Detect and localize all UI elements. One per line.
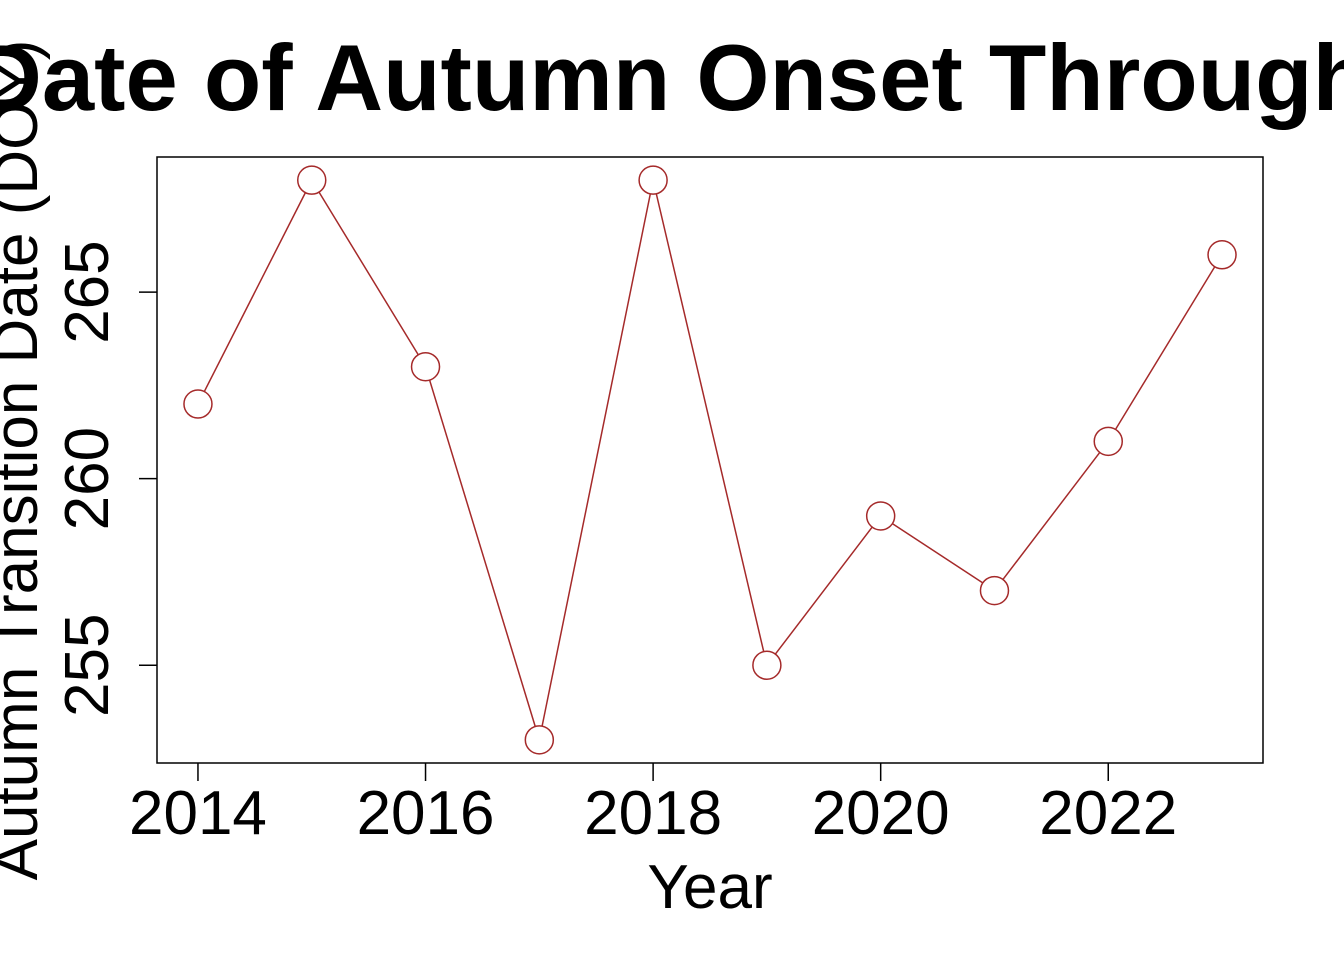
chart-title: Date of Autumn Onset Through [0, 25, 1344, 130]
series-line-segment [774, 526, 873, 655]
series-line-segment [1114, 266, 1216, 430]
series-line-segment [318, 191, 419, 356]
x-axis-label: Year [647, 853, 772, 922]
data-point [979, 575, 1010, 606]
data-point [1093, 426, 1124, 457]
data-point [410, 351, 441, 382]
data-point [1207, 240, 1237, 270]
data-point [752, 650, 782, 680]
data-point [638, 165, 668, 195]
plot-frame [156, 156, 1264, 764]
y-tick-label: 260 [53, 427, 122, 530]
plot-layer [183, 165, 1237, 755]
series-line-segment [655, 193, 765, 652]
data-point [296, 165, 327, 195]
axes-layer: 2014 2016 2018 2020 2022 255 260 265 [53, 156, 1264, 848]
x-tick-label: 2016 [357, 779, 495, 848]
x-tick-label: 2020 [812, 779, 950, 848]
x-tick-label: 2018 [584, 779, 722, 848]
data-point [524, 725, 555, 755]
series-line-segment [1002, 452, 1101, 580]
series-line-segment [428, 379, 536, 727]
data-point [183, 389, 213, 419]
y-tick-label: 265 [53, 240, 122, 343]
x-tick-label: 2022 [1039, 779, 1177, 848]
x-tick-label: 2014 [129, 779, 267, 848]
y-tick-label: 255 [53, 614, 122, 717]
y-axis-label: Autumn Transition Date (DOY) [0, 40, 51, 881]
data-point [865, 501, 896, 531]
series-line-segment [203, 192, 307, 392]
series-line-segment [541, 193, 652, 727]
series-line-segment [891, 523, 984, 584]
